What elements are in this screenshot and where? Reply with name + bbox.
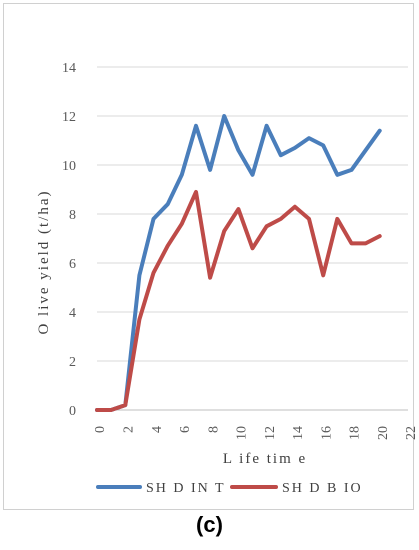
series-lines bbox=[95, 114, 382, 412]
grid-lines bbox=[97, 66, 408, 411]
x-tick-label: 10 bbox=[235, 426, 250, 440]
x-tick-label: 16 bbox=[319, 426, 334, 440]
legend: SH D IN T SH D B IO bbox=[96, 481, 363, 496]
y-tick-label: 0 bbox=[69, 404, 76, 419]
y-tick-label: 12 bbox=[62, 110, 76, 125]
y-tick-label: 14 bbox=[62, 61, 76, 76]
x-tick-label: 6 bbox=[178, 426, 193, 433]
x-tick-label: 0 bbox=[93, 426, 108, 433]
x-tick-label: 18 bbox=[348, 426, 363, 440]
y-tick-label: 10 bbox=[62, 159, 76, 174]
y-tick-labels: 0 2 4 6 8 10 12 14 bbox=[62, 61, 76, 419]
x-tick-label: 8 bbox=[206, 426, 221, 433]
series-line-1 bbox=[95, 114, 382, 412]
series-line-2 bbox=[95, 189, 382, 412]
x-tick-label: 22 bbox=[404, 426, 419, 440]
legend-label-1: SH D IN T bbox=[146, 481, 226, 496]
x-tick-labels: 0 2 4 6 8 10 12 14 16 18 20 22 bbox=[93, 426, 419, 440]
x-axis-title: L ife tim e bbox=[223, 451, 307, 467]
figure-caption: (c) bbox=[196, 512, 223, 537]
y-axis-title: O live yield (t/ha) bbox=[36, 189, 52, 334]
y-tick-label: 8 bbox=[69, 208, 76, 223]
y-tick-label: 2 bbox=[69, 355, 76, 370]
x-tick-label: 4 bbox=[150, 426, 165, 433]
x-tick-label: 14 bbox=[291, 426, 306, 440]
x-tick-label: 2 bbox=[121, 426, 136, 433]
x-tick-label: 12 bbox=[263, 426, 278, 440]
x-tick-label: 20 bbox=[376, 426, 391, 440]
legend-label-2: SH D B IO bbox=[282, 481, 363, 496]
y-tick-label: 4 bbox=[69, 306, 76, 321]
y-tick-label: 6 bbox=[69, 257, 76, 272]
